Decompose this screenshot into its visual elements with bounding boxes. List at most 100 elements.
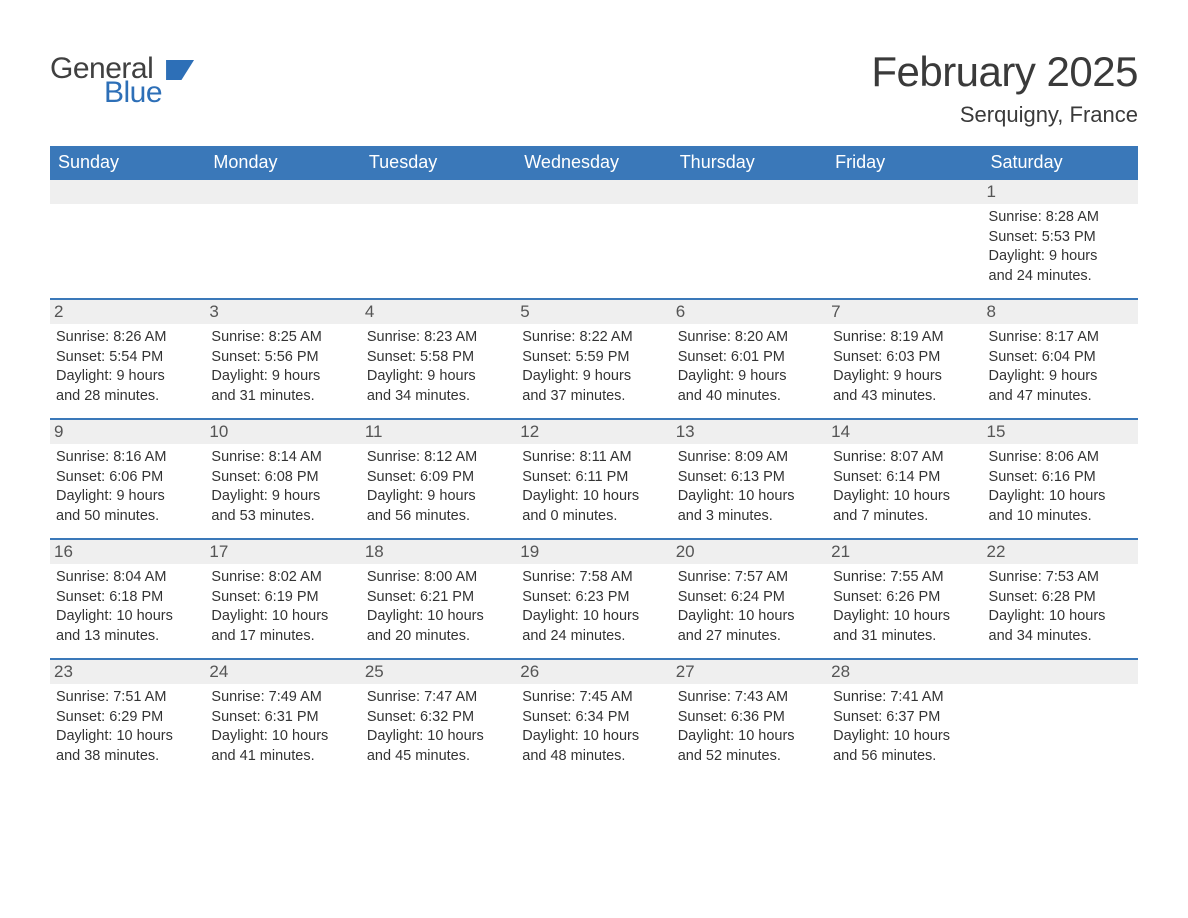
day-cell: 13Sunrise: 8:09 AMSunset: 6:13 PMDayligh… bbox=[672, 420, 827, 538]
sunset-line: Sunset: 5:56 PM bbox=[211, 348, 344, 368]
daylight-line: Daylight: 9 hours and 40 minutes. bbox=[678, 367, 811, 406]
sunrise-line: Sunrise: 8:23 AM bbox=[367, 328, 500, 348]
sunset-line: Sunset: 6:09 PM bbox=[367, 468, 500, 488]
day-number: 9 bbox=[50, 420, 205, 444]
sunrise-line: Sunrise: 7:57 AM bbox=[678, 568, 811, 588]
daylight-line: Daylight: 10 hours and 0 minutes. bbox=[522, 487, 655, 526]
day-cell: 9Sunrise: 8:16 AMSunset: 6:06 PMDaylight… bbox=[50, 420, 205, 538]
day-number: 19 bbox=[516, 540, 671, 564]
day-number: 2 bbox=[50, 300, 205, 324]
sunset-line: Sunset: 6:11 PM bbox=[522, 468, 655, 488]
brand-line2: Blue bbox=[104, 78, 162, 108]
sunset-line: Sunset: 5:59 PM bbox=[522, 348, 655, 368]
daylight-line: Daylight: 9 hours and 28 minutes. bbox=[56, 367, 189, 406]
day-body: Sunrise: 8:22 AMSunset: 5:59 PMDaylight:… bbox=[522, 328, 665, 406]
day-cell: 7Sunrise: 8:19 AMSunset: 6:03 PMDaylight… bbox=[827, 300, 982, 418]
day-body: Sunrise: 8:02 AMSunset: 6:19 PMDaylight:… bbox=[211, 568, 354, 646]
sunrise-line: Sunrise: 8:17 AM bbox=[989, 328, 1122, 348]
day-cell: 28Sunrise: 7:41 AMSunset: 6:37 PMDayligh… bbox=[827, 660, 982, 778]
day-body: Sunrise: 7:47 AMSunset: 6:32 PMDaylight:… bbox=[367, 688, 510, 766]
daylight-line: Daylight: 10 hours and 13 minutes. bbox=[56, 607, 189, 646]
day-number: 3 bbox=[205, 300, 360, 324]
sunrise-line: Sunrise: 8:09 AM bbox=[678, 448, 811, 468]
sunrise-line: Sunrise: 8:28 AM bbox=[989, 208, 1122, 228]
day-number: . bbox=[205, 180, 360, 204]
sunset-line: Sunset: 6:37 PM bbox=[833, 708, 966, 728]
dayname-cell: Wednesday bbox=[516, 146, 671, 180]
day-number: 15 bbox=[983, 420, 1138, 444]
daylight-line: Daylight: 10 hours and 20 minutes. bbox=[367, 607, 500, 646]
day-body: Sunrise: 7:53 AMSunset: 6:28 PMDaylight:… bbox=[989, 568, 1132, 646]
daylight-line: Daylight: 9 hours and 31 minutes. bbox=[211, 367, 344, 406]
daylight-line: Daylight: 9 hours and 56 minutes. bbox=[367, 487, 500, 526]
day-cell: . bbox=[361, 180, 516, 298]
sunrise-line: Sunrise: 8:19 AM bbox=[833, 328, 966, 348]
day-number: 7 bbox=[827, 300, 982, 324]
day-body: Sunrise: 7:58 AMSunset: 6:23 PMDaylight:… bbox=[522, 568, 665, 646]
day-body: Sunrise: 8:07 AMSunset: 6:14 PMDaylight:… bbox=[833, 448, 976, 526]
sunset-line: Sunset: 6:14 PM bbox=[833, 468, 966, 488]
sunset-line: Sunset: 6:19 PM bbox=[211, 588, 344, 608]
brand-flag-icon bbox=[166, 60, 194, 80]
week-row: ......1Sunrise: 8:28 AMSunset: 5:53 PMDa… bbox=[50, 180, 1138, 298]
day-cell: 21Sunrise: 7:55 AMSunset: 6:26 PMDayligh… bbox=[827, 540, 982, 658]
sunrise-line: Sunrise: 8:11 AM bbox=[522, 448, 655, 468]
sunset-line: Sunset: 6:36 PM bbox=[678, 708, 811, 728]
sunrise-line: Sunrise: 7:53 AM bbox=[989, 568, 1122, 588]
day-cell: 18 Sunrise: 8:00 AMSunset: 6:21 PMDayligh… bbox=[361, 540, 516, 658]
sunrise-line: Sunrise: 7:55 AM bbox=[833, 568, 966, 588]
daylight-line: Daylight: 9 hours and 24 minutes. bbox=[989, 247, 1122, 286]
location-label: Serquigny, France bbox=[871, 102, 1138, 128]
sunset-line: Sunset: 5:54 PM bbox=[56, 348, 189, 368]
day-number: . bbox=[50, 180, 205, 204]
sunset-line: Sunset: 6:04 PM bbox=[989, 348, 1122, 368]
sunrise-line: Sunrise: 7:41 AM bbox=[833, 688, 966, 708]
day-number: 20 bbox=[672, 540, 827, 564]
day-cell: 11Sunrise: 8:12 AMSunset: 6:09 PMDayligh… bbox=[361, 420, 516, 538]
sunrise-line: Sunrise: 8:16 AM bbox=[56, 448, 189, 468]
day-cell: 15Sunrise: 8:06 AMSunset: 6:16 PMDayligh… bbox=[983, 420, 1138, 538]
day-number: 18 bbox=[361, 540, 516, 564]
sunrise-line: Sunrise: 7:43 AM bbox=[678, 688, 811, 708]
daylight-line: Daylight: 9 hours and 53 minutes. bbox=[211, 487, 344, 526]
daylight-line: Daylight: 10 hours and 17 minutes. bbox=[211, 607, 344, 646]
sunrise-line: Sunrise: 8:06 AM bbox=[989, 448, 1122, 468]
sunset-line: Sunset: 6:31 PM bbox=[211, 708, 344, 728]
day-cell: 3Sunrise: 8:25 AMSunset: 5:56 PMDaylight… bbox=[205, 300, 360, 418]
day-number: 8 bbox=[983, 300, 1138, 324]
daylight-line: Daylight: 9 hours and 50 minutes. bbox=[56, 487, 189, 526]
day-body: Sunrise: 7:41 AMSunset: 6:37 PMDaylight:… bbox=[833, 688, 976, 766]
day-number: 16 bbox=[50, 540, 205, 564]
daylight-line: Daylight: 10 hours and 41 minutes. bbox=[211, 727, 344, 766]
sunset-line: Sunset: 6:34 PM bbox=[522, 708, 655, 728]
day-cell: 23Sunrise: 7:51 AMSunset: 6:29 PMDayligh… bbox=[50, 660, 205, 778]
day-number: 10 bbox=[205, 420, 360, 444]
daylight-line: Daylight: 9 hours and 37 minutes. bbox=[522, 367, 655, 406]
sunset-line: Sunset: 6:29 PM bbox=[56, 708, 189, 728]
day-number: 4 bbox=[361, 300, 516, 324]
day-number: 23 bbox=[50, 660, 205, 684]
daylight-line: Daylight: 10 hours and 10 minutes. bbox=[989, 487, 1122, 526]
daylight-line: Daylight: 10 hours and 38 minutes. bbox=[56, 727, 189, 766]
day-cell: . bbox=[516, 180, 671, 298]
sunrise-line: Sunrise: 8:20 AM bbox=[678, 328, 811, 348]
day-cell: 17Sunrise: 8:02 AMSunset: 6:19 PMDayligh… bbox=[205, 540, 360, 658]
day-body: Sunrise: 8:00 AMSunset: 6:21 PMDaylight:… bbox=[367, 568, 510, 646]
day-body: Sunrise: 8:26 AMSunset: 5:54 PMDaylight:… bbox=[56, 328, 199, 406]
title-block: February 2025 Serquigny, France bbox=[871, 48, 1138, 128]
day-cell: 20Sunrise: 7:57 AMSunset: 6:24 PMDayligh… bbox=[672, 540, 827, 658]
sunset-line: Sunset: 6:26 PM bbox=[833, 588, 966, 608]
month-title: February 2025 bbox=[871, 48, 1138, 96]
sunset-line: Sunset: 6:32 PM bbox=[367, 708, 500, 728]
day-number: 1 bbox=[983, 180, 1138, 204]
day-number: . bbox=[672, 180, 827, 204]
day-cell: 8Sunrise: 8:17 AMSunset: 6:04 PMDaylight… bbox=[983, 300, 1138, 418]
day-cell: 6Sunrise: 8:20 AMSunset: 6:01 PMDaylight… bbox=[672, 300, 827, 418]
day-cell: 26Sunrise: 7:45 AMSunset: 6:34 PMDayligh… bbox=[516, 660, 671, 778]
daylight-line: Daylight: 10 hours and 27 minutes. bbox=[678, 607, 811, 646]
daylight-line: Daylight: 10 hours and 48 minutes. bbox=[522, 727, 655, 766]
week-row: 9Sunrise: 8:16 AMSunset: 6:06 PMDaylight… bbox=[50, 418, 1138, 538]
day-cell: 19 Sunrise: 7:58 AMSunset: 6:23 PMDayligh… bbox=[516, 540, 671, 658]
day-number: 25 bbox=[361, 660, 516, 684]
daylight-line: Daylight: 10 hours and 24 minutes. bbox=[522, 607, 655, 646]
